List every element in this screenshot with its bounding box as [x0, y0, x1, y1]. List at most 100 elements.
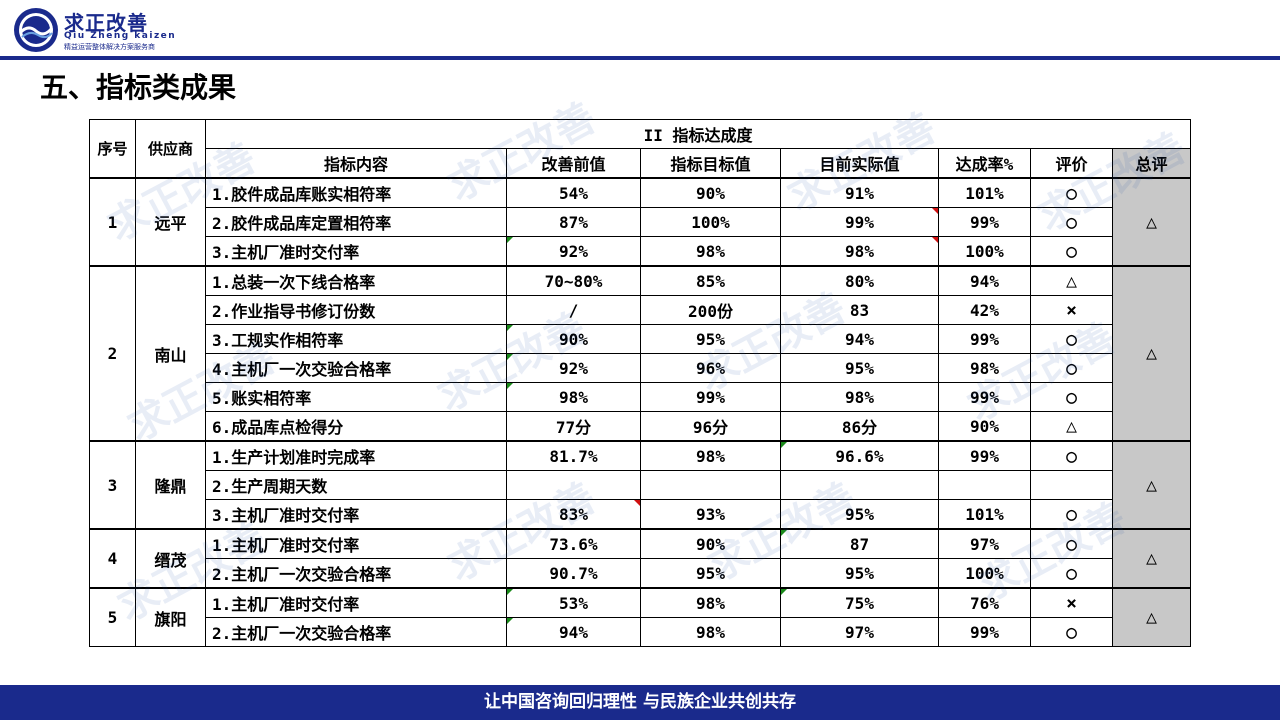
- supplier-cell: 旗阳: [135, 587, 206, 647]
- before-cell: [506, 470, 641, 500]
- header-seq: 序号: [89, 119, 136, 179]
- before-cell: /: [506, 295, 641, 325]
- eval-cell: ○: [1030, 558, 1113, 589]
- actual-cell: 86分: [780, 411, 939, 442]
- content-cell: 1.主机厂准时交付率: [205, 587, 507, 618]
- header-divider: [0, 56, 1280, 60]
- actual-cell: 96.6%: [780, 440, 939, 471]
- brand-logo-icon: [14, 8, 58, 52]
- rate-cell: 76%: [938, 587, 1031, 618]
- overall-cell: △: [1111, 440, 1192, 530]
- actual-cell: [780, 470, 939, 500]
- rate-cell: 98%: [938, 353, 1031, 383]
- rate-cell: [938, 470, 1031, 500]
- header-group-title: II 指标达成度: [204, 119, 1192, 149]
- eval-cell: ○: [1030, 207, 1113, 237]
- content-cell: 1.胶件成品库账实相符率: [205, 177, 507, 208]
- header-supplier: 供应商: [135, 119, 206, 179]
- content-cell: 3.工规实作相符率: [205, 324, 507, 354]
- seq-cell: 2: [89, 265, 136, 442]
- eval-cell: ○: [1030, 324, 1113, 354]
- table-row: 3.主机厂准时交付率 92% 98% 98% 100% ○: [90, 236, 1191, 267]
- table-row: 2.主机厂一次交验合格率 94% 98% 97% 99% ○: [90, 617, 1191, 647]
- table-row: 4 缙茂 1.主机厂准时交付率 73.6% 90% 87 97% ○ △: [89, 528, 1192, 589]
- target-cell: 96%: [640, 353, 781, 383]
- target-cell: 93%: [640, 499, 781, 530]
- actual-cell: 99%: [780, 207, 939, 237]
- brand-name: 求正改善: [64, 11, 148, 35]
- target-cell: 90%: [640, 177, 781, 208]
- rate-cell: 100%: [938, 236, 1031, 267]
- content-cell: 3.主机厂准时交付率: [205, 236, 507, 267]
- header-content: 指标内容: [205, 148, 507, 179]
- content-cell: 2.作业指导书修订份数: [205, 295, 507, 325]
- rate-cell: 101%: [938, 177, 1031, 208]
- content-cell: 3.主机厂准时交付率: [205, 499, 507, 530]
- indicator-table: 序号 供应商 II 指标达成度 指标内容 改善前值 指标目标值 目前实际值 达成…: [89, 119, 1192, 647]
- eval-cell: ○: [1030, 353, 1113, 383]
- supplier-cell: 隆鼎: [135, 440, 206, 530]
- target-cell: 90%: [640, 528, 781, 559]
- before-cell: 53%: [506, 587, 641, 618]
- target-cell: 200份: [640, 295, 781, 325]
- target-cell: 100%: [640, 207, 781, 237]
- target-cell: 85%: [640, 265, 781, 296]
- brand-slogan: 精益运营整体解决方案服务商: [64, 43, 155, 51]
- before-cell: 92%: [506, 236, 641, 267]
- before-cell: 90%: [506, 324, 641, 354]
- actual-cell: 87: [780, 528, 939, 559]
- before-cell: 81.7%: [506, 440, 641, 471]
- content-cell: 6.成品库点检得分: [205, 411, 507, 442]
- footer-slogan: 让中国咨询回归理性 与民族企业共创共存: [484, 692, 796, 712]
- content-cell: 2.生产周期天数: [205, 470, 507, 500]
- eval-cell: ○: [1030, 382, 1113, 412]
- header-eval: 评价: [1030, 148, 1113, 179]
- rate-cell: 94%: [938, 265, 1031, 296]
- eval-cell: ○: [1030, 617, 1113, 647]
- content-cell: 2.主机厂一次交验合格率: [205, 617, 507, 647]
- table-row: 4.主机厂一次交验合格率 92% 96% 95% 98% ○: [90, 353, 1191, 383]
- seq-cell: 1: [89, 177, 136, 267]
- actual-cell: 91%: [780, 177, 939, 208]
- table-row: 5.账实相符率 98% 99% 98% 99% ○: [90, 382, 1191, 412]
- target-cell: 95%: [640, 324, 781, 354]
- content-cell: 1.生产计划准时完成率: [205, 440, 507, 471]
- overall-cell: △: [1111, 265, 1192, 442]
- eval-cell: ×: [1030, 295, 1113, 325]
- eval-cell: △: [1030, 411, 1113, 442]
- table-row: 2.胶件成品库定置相符率 87% 100% 99% 99% ○: [90, 207, 1191, 237]
- rate-cell: 99%: [938, 207, 1031, 237]
- header-rate: 达成率%: [938, 148, 1031, 179]
- table-row: 2.主机厂一次交验合格率 90.7% 95% 95% 100% ○: [90, 558, 1191, 589]
- eval-cell: [1030, 470, 1113, 500]
- rate-cell: 99%: [938, 617, 1031, 647]
- target-cell: 95%: [640, 558, 781, 589]
- actual-cell: 75%: [780, 587, 939, 618]
- eval-cell: ○: [1030, 440, 1113, 471]
- before-cell: 77分: [506, 411, 641, 442]
- before-cell: 70~80%: [506, 265, 641, 296]
- header-before: 改善前值: [506, 148, 641, 179]
- actual-cell: 83: [780, 295, 939, 325]
- header-overall: 总评: [1111, 148, 1192, 179]
- overall-cell: △: [1111, 587, 1192, 647]
- before-cell: 83%: [506, 499, 641, 530]
- content-cell: 1.主机厂准时交付率: [205, 528, 507, 559]
- header-target: 指标目标值: [640, 148, 781, 179]
- before-cell: 92%: [506, 353, 641, 383]
- actual-cell: 95%: [780, 499, 939, 530]
- actual-cell: 95%: [780, 353, 939, 383]
- rate-cell: 99%: [938, 382, 1031, 412]
- brand-pinyin: Qiu Zheng kaizen: [64, 31, 177, 41]
- seq-cell: 5: [89, 587, 136, 647]
- eval-cell: ○: [1030, 499, 1113, 530]
- actual-cell: 97%: [780, 617, 939, 647]
- rate-cell: 100%: [938, 558, 1031, 589]
- before-cell: 98%: [506, 382, 641, 412]
- eval-cell: ○: [1030, 177, 1113, 208]
- target-cell: 98%: [640, 236, 781, 267]
- table-row: 5 旗阳 1.主机厂准时交付率 53% 98% 75% 76% × △: [89, 587, 1192, 647]
- table-row: 1 远平 1.胶件成品库账实相符率 54% 90% 91% 101% ○ △: [89, 177, 1192, 267]
- overall-cell: △: [1111, 528, 1192, 589]
- supplier-cell: 缙茂: [135, 528, 206, 589]
